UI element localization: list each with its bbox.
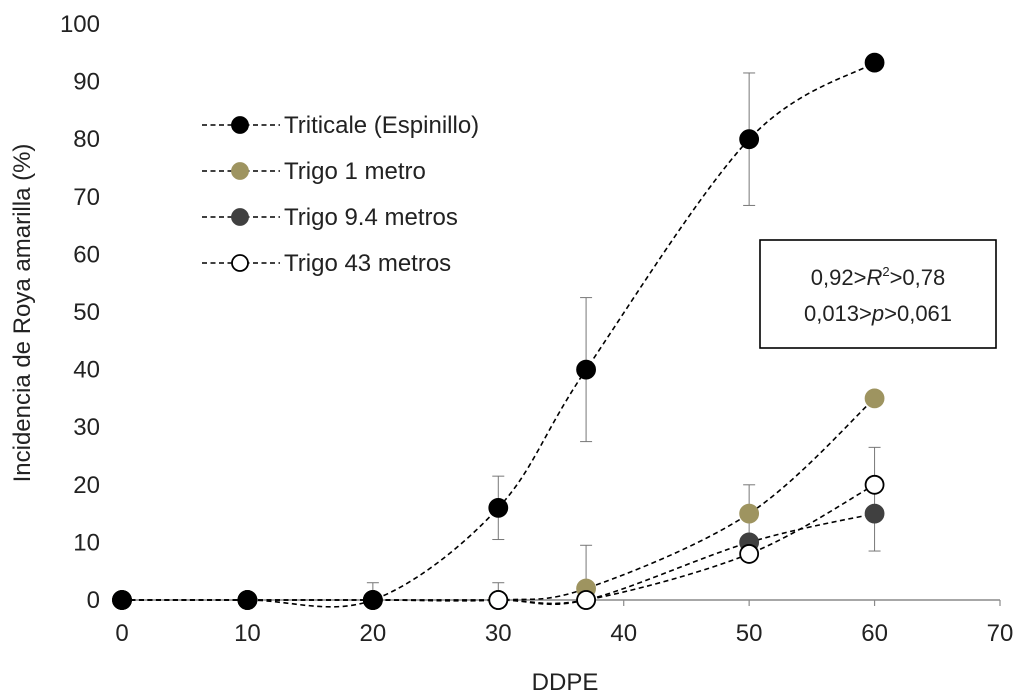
x-tick-label: 10: [234, 620, 261, 647]
y-tick-label: 40: [73, 357, 100, 384]
legend-marker: [231, 254, 249, 272]
legend-item-3: Trigo 43 metros: [202, 250, 451, 277]
y-tick-label: 30: [73, 414, 100, 441]
annotation-p: 0,013>p>0,061: [804, 301, 952, 326]
data-point-series-0: [576, 359, 596, 380]
legend-label: Trigo 9.4 metros: [284, 204, 458, 231]
y-tick-label: 0: [87, 587, 100, 614]
series-layer: [112, 52, 885, 610]
annotation-r2: 0,92>R2>0,78: [811, 264, 945, 290]
legend-label: Triticale (Espinillo): [284, 112, 479, 139]
annotation-r2-prefix: 0,92>: [811, 265, 867, 290]
y-tick-label: 50: [73, 299, 100, 326]
legend-marker: [231, 162, 249, 180]
data-point-series-3: [488, 590, 509, 610]
annotation-r2-suffix: >0,78: [890, 265, 946, 290]
annotation-p-prefix: 0,013>: [804, 301, 872, 326]
x-tick-label: 30: [485, 620, 512, 647]
annotation-r2-superscript: 2: [882, 264, 889, 279]
annotation-p-suffix: >0,061: [884, 301, 952, 326]
annotation-box: 0,92>R2>0,78 0,013>p>0,061: [759, 239, 997, 349]
x-tick-label: 0: [115, 620, 128, 647]
legend-label: Trigo 1 metro: [284, 158, 426, 185]
y-tick-label: 10: [73, 529, 100, 556]
data-point-series-3: [739, 544, 760, 564]
legend-label: Trigo 43 metros: [284, 250, 451, 277]
y-axis-title: Incidencia de Roya amarilla (%): [9, 144, 36, 483]
y-tick-label: 90: [73, 69, 100, 96]
data-point-series-2: [864, 503, 885, 524]
x-tick-label: 20: [360, 620, 387, 647]
legend-item-2: Trigo 9.4 metros: [202, 204, 458, 231]
annotation-frame: [759, 239, 997, 349]
data-point-series-0: [864, 52, 885, 73]
data-point-series-0: [362, 590, 383, 610]
y-tick-label: 70: [73, 184, 100, 211]
y-tick-label: 80: [73, 126, 100, 153]
data-point-series-0: [237, 590, 258, 610]
y-tick-label: 20: [73, 472, 100, 499]
x-tick-label: 40: [610, 620, 637, 647]
x-axis-title: DDPE: [532, 669, 599, 695]
data-point-series-0: [739, 129, 760, 150]
annotation-r2-symbol: R: [866, 265, 882, 290]
data-point-series-3: [864, 474, 885, 495]
data-point-series-1: [864, 388, 885, 409]
y-tick-label: 60: [73, 241, 100, 268]
legend-marker: [231, 116, 249, 134]
x-tick-label: 60: [861, 620, 888, 647]
legend-item-1: Trigo 1 metro: [202, 158, 426, 185]
legend: Triticale (Espinillo) Trigo 1 metro Trigo …: [202, 112, 479, 277]
series-markers: [112, 52, 885, 610]
annotation-p-symbol: p: [871, 301, 884, 326]
data-point-series-1: [739, 503, 760, 524]
x-tick-label: 70: [987, 620, 1014, 647]
axes: 0 10 20 30 40 50 60 70 0 10 20 30 40 50 60 70 80 90 100: [60, 11, 1013, 647]
legend-marker: [231, 208, 249, 226]
data-point-series-3: [576, 590, 596, 610]
data-point-series-0: [488, 497, 509, 518]
data-point-series-0: [112, 590, 132, 610]
x-tick-label: 50: [736, 620, 763, 647]
y-tick-label: 100: [60, 11, 100, 38]
legend-item-0: Triticale (Espinillo): [202, 112, 479, 139]
